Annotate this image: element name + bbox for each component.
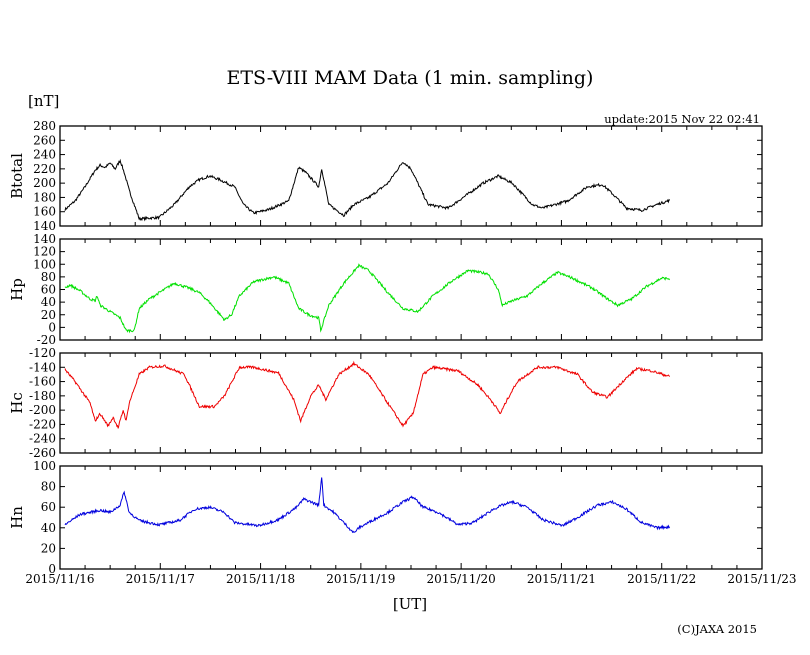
y-tick-label: -20 bbox=[37, 333, 56, 347]
y-tick-label: -120 bbox=[29, 346, 56, 360]
y-tick-label: 80 bbox=[41, 270, 56, 284]
series-hp bbox=[64, 263, 671, 334]
y-tick-label: -240 bbox=[29, 432, 56, 446]
copyright: (C)JAXA 2015 bbox=[677, 622, 757, 636]
y-tick-label: 200 bbox=[33, 176, 56, 190]
x-tick-label: 2015/11/19 bbox=[326, 572, 395, 586]
y-tick-label: 60 bbox=[41, 283, 56, 297]
y-tick-label: 40 bbox=[41, 295, 56, 309]
panel-frame bbox=[59, 465, 763, 570]
y-tick-label: -200 bbox=[29, 403, 56, 417]
update-timestamp: update:2015 Nov 22 02:41 bbox=[604, 112, 760, 126]
x-tick-label: 2015/11/23 bbox=[727, 572, 796, 586]
x-tick-label: 2015/11/22 bbox=[627, 572, 696, 586]
series-hc bbox=[64, 360, 671, 429]
panel-frame bbox=[59, 125, 763, 227]
x-tick-label: 2015/11/16 bbox=[25, 572, 94, 586]
y-tick-label: 100 bbox=[33, 459, 56, 473]
x-tick-label: 2015/11/18 bbox=[226, 572, 295, 586]
y-tick-label: 140 bbox=[33, 219, 56, 233]
unit-label: [nT] bbox=[28, 92, 59, 110]
panel-hc: -120-140-160-180-200-220-240-260 Hc bbox=[8, 346, 763, 460]
y-tick-label: -220 bbox=[29, 417, 56, 431]
y-tick-label: 280 bbox=[33, 119, 56, 133]
y-tick-label: 180 bbox=[33, 190, 56, 204]
y-tick-label: -160 bbox=[29, 375, 56, 389]
x-tick-label: 2015/11/21 bbox=[527, 572, 596, 586]
y-tick-label: 0 bbox=[48, 320, 56, 334]
panel-frame bbox=[59, 352, 763, 454]
y-tick-label: 60 bbox=[41, 500, 56, 514]
y-axis-label: Hn bbox=[8, 506, 26, 529]
panel-hn: 100 80 60 40 20 0 Hn bbox=[8, 459, 763, 576]
y-tick-label: 240 bbox=[33, 148, 56, 162]
y-tick-label: 20 bbox=[41, 541, 56, 555]
y-tick-label: -260 bbox=[29, 446, 56, 460]
y-tick-label: -140 bbox=[29, 360, 56, 374]
y-tick-label: 120 bbox=[33, 245, 56, 259]
y-tick-label: 260 bbox=[33, 133, 56, 147]
x-tick-label: 2015/11/17 bbox=[126, 572, 195, 586]
y-axis-label: Hp bbox=[8, 278, 26, 301]
y-tick-label: 40 bbox=[41, 521, 56, 535]
y-tick-label: 80 bbox=[41, 480, 56, 494]
series-btotal bbox=[64, 158, 671, 222]
series-hn bbox=[64, 477, 671, 534]
chart-title: ETS-VIII MAM Data (1 min. sampling) bbox=[227, 67, 594, 89]
y-tick-label: 220 bbox=[33, 162, 56, 176]
y-tick-label: 160 bbox=[33, 205, 56, 219]
y-tick-label: 20 bbox=[41, 308, 56, 322]
y-tick-label: 140 bbox=[33, 232, 56, 246]
y-tick-label: -180 bbox=[29, 389, 56, 403]
panel-frame bbox=[59, 238, 763, 341]
y-tick-label: 0 bbox=[48, 562, 56, 576]
x-tick-label: 2015/11/20 bbox=[427, 572, 496, 586]
x-axis-label: [UT] bbox=[393, 595, 427, 613]
y-tick-label: 100 bbox=[33, 257, 56, 271]
y-axis-label: Hc bbox=[8, 392, 26, 413]
y-axis-label: Btotal bbox=[8, 153, 26, 199]
